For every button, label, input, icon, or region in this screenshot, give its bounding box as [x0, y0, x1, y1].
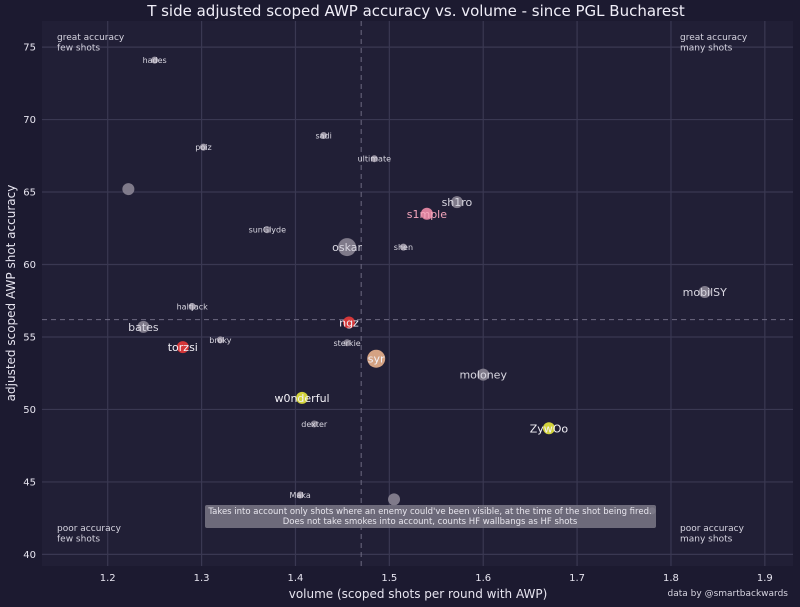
footnote-line: Takes into account only shots where an e… — [207, 507, 651, 517]
y-tick-label: 55 — [23, 332, 36, 343]
data-point — [698, 286, 711, 299]
y-tick-label: 70 — [23, 115, 36, 126]
data-point — [310, 420, 318, 428]
data-point — [477, 368, 490, 381]
data-point-label: mobilSY — [683, 286, 728, 299]
data-point-label: bates — [128, 321, 159, 334]
y-tick-label: 40 — [23, 550, 36, 561]
data-point — [296, 391, 309, 404]
data-point-label: syr — [368, 353, 385, 366]
data-point-label: sterkie — [333, 339, 360, 348]
corner-label-top-right: great accuracy — [680, 33, 748, 43]
reference-lines — [42, 21, 793, 566]
data-point — [320, 132, 328, 140]
data-point-label: torzsi — [168, 341, 198, 354]
y-tick-label: 75 — [23, 43, 36, 54]
data-point — [370, 155, 378, 163]
data-point — [338, 238, 357, 257]
data-point-label: broky — [209, 336, 231, 345]
data-point — [342, 316, 355, 329]
data-point — [216, 336, 224, 344]
data-point — [388, 493, 401, 506]
data-point — [450, 196, 463, 209]
data-point — [263, 226, 271, 234]
data-point — [151, 56, 159, 64]
corner-label-bottom-right: poor accuracy — [680, 524, 745, 534]
axis-ticks: 1.2 1.3 1.4 1.5 1.6 1.7 1.8 1.9 40 45 50 55 60 65 70 75 — [23, 43, 773, 584]
data-point-label: dexter — [301, 420, 328, 429]
footnote-box: Takes into account only shots where an e… — [205, 505, 656, 528]
grid — [42, 21, 793, 566]
corner-label-bottom-left: poor accuracy — [57, 524, 122, 534]
data-point-label: sh1ro — [442, 196, 473, 209]
data-point — [188, 303, 196, 311]
x-tick-label: 1.3 — [194, 573, 210, 584]
data-point-label: shen — [394, 243, 413, 252]
footnote-line: Does not take smokes into account, count… — [283, 517, 578, 527]
plot-area — [42, 21, 793, 566]
data-point — [296, 491, 304, 499]
data-point-label: Maka — [290, 491, 311, 500]
credit-text: data by @smartbackwards — [668, 589, 789, 599]
chart-title: T side adjusted scoped AWP accuracy vs. … — [146, 2, 685, 20]
x-tick-label: 1.5 — [381, 573, 397, 584]
data-point — [399, 243, 407, 251]
data-point-label: s1mple — [407, 208, 447, 221]
data-point-label: ultimate — [358, 155, 391, 164]
data-point-label: sunGlyde — [249, 226, 287, 235]
data-point — [542, 422, 555, 435]
x-axis-label: volume (scoped shots per round with AWP) — [289, 587, 548, 601]
y-tick-label: 50 — [23, 405, 36, 416]
data-point — [137, 320, 150, 333]
data-point-label: ngz — [339, 316, 359, 329]
data-point — [176, 341, 189, 354]
data-point-label: poiz — [195, 143, 211, 152]
x-tick-label: 1.7 — [569, 573, 585, 584]
data-point — [343, 339, 351, 347]
x-tick-label: 1.4 — [288, 573, 304, 584]
data-point — [420, 207, 433, 220]
data-point-label: moloney — [459, 369, 507, 382]
data-point-label: halfjack — [177, 303, 209, 312]
x-tick-label: 1.8 — [663, 573, 679, 584]
data-point-label: w0nderful — [274, 392, 329, 405]
y-axis-label: adjusted scoped AWP shot accuracy — [4, 185, 18, 402]
x-tick-label: 1.9 — [757, 573, 773, 584]
footnote-background — [205, 505, 656, 528]
x-tick-label: 1.6 — [475, 573, 491, 584]
data-point-label: ZywOo — [530, 422, 569, 435]
y-tick-label: 60 — [23, 260, 36, 271]
y-tick-label: 65 — [23, 188, 36, 199]
corner-label-top-left: great accuracy — [57, 33, 125, 43]
data-point-label: sadi — [315, 132, 331, 141]
x-tick-label: 1.2 — [100, 573, 116, 584]
corner-label-top-right: many shots — [680, 44, 733, 54]
corner-label-top-left: few shots — [57, 44, 100, 54]
y-tick-label: 45 — [23, 477, 36, 488]
corner-label-bottom-right: many shots — [680, 535, 733, 545]
data-point — [367, 349, 386, 368]
data-point — [122, 183, 135, 196]
corner-label-bottom-left: few shots — [57, 535, 100, 545]
data-point-label: oskar — [332, 241, 362, 254]
data-point-label: hades — [143, 56, 167, 65]
data-point — [199, 143, 207, 151]
